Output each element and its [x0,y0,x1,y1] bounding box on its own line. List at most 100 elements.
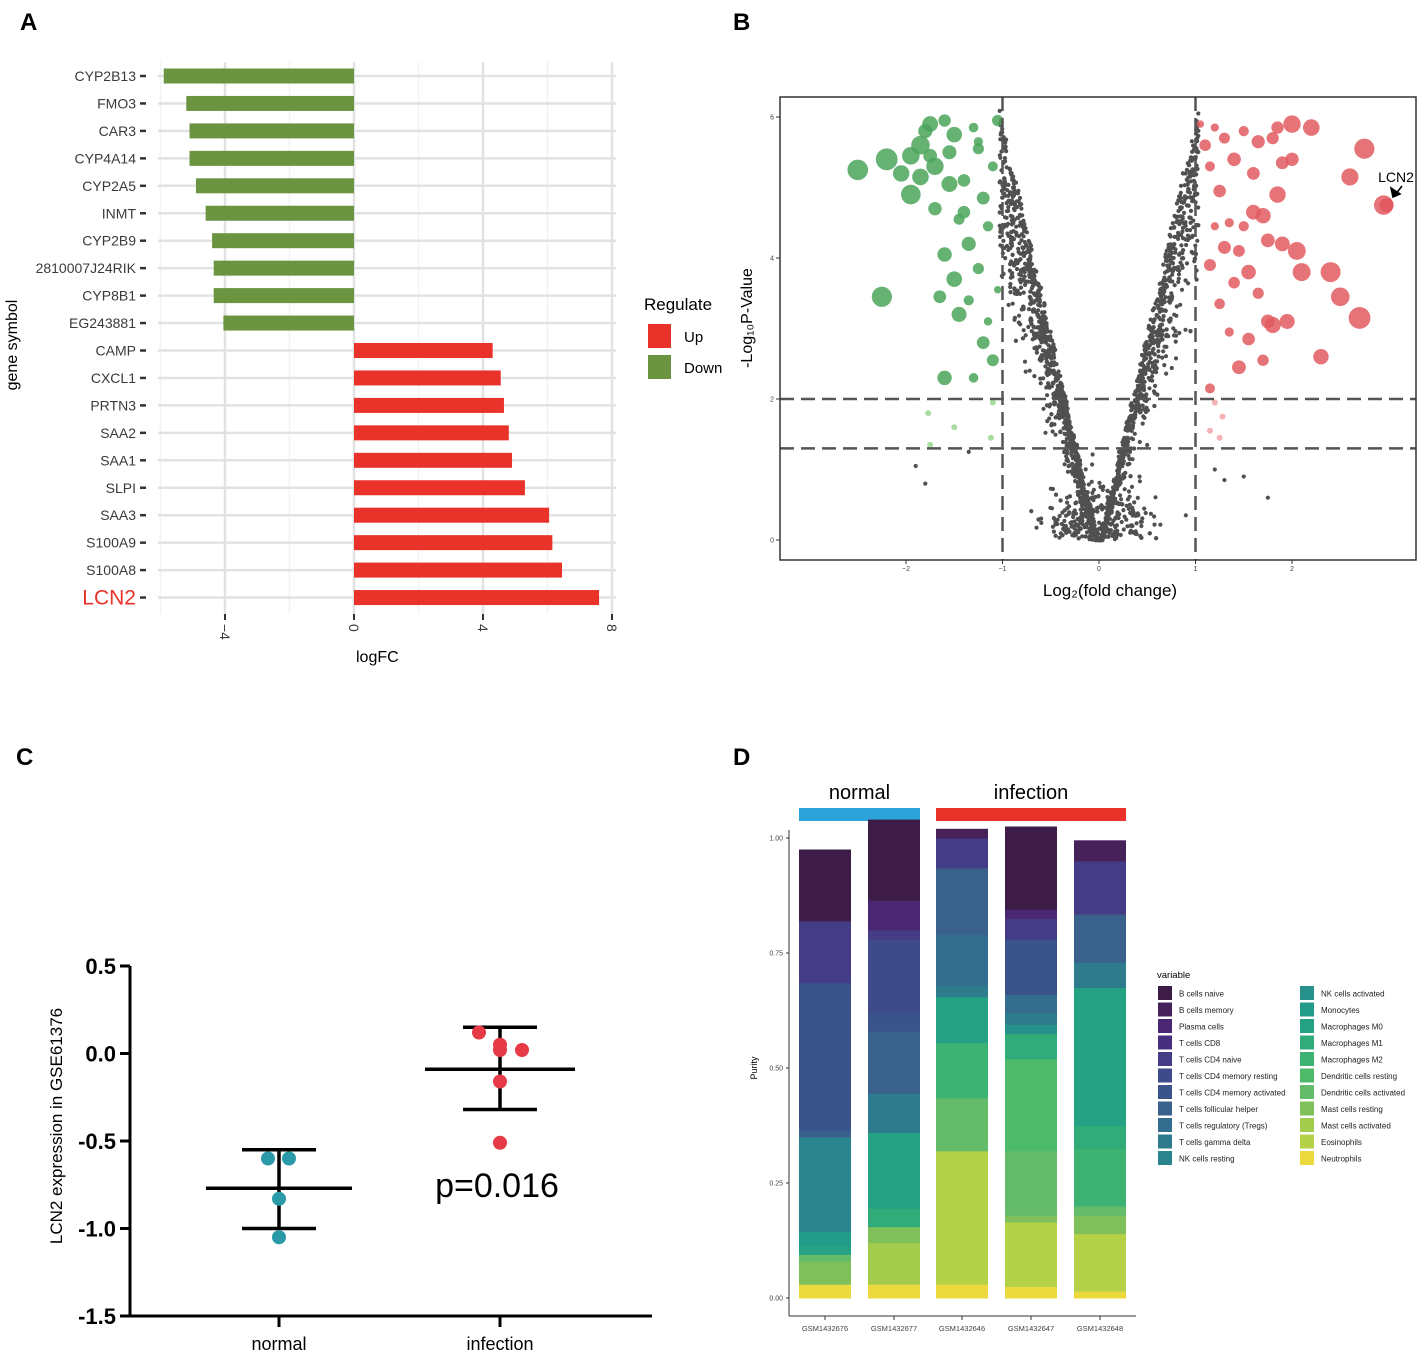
panel-b-point-ns [1163,354,1169,359]
panel-b-point-ns [1004,201,1009,206]
panel-b-point-ns [1027,368,1032,373]
panel-d-legend-swatch [1300,1151,1314,1165]
panel-b-point-ns [1060,439,1066,445]
panel-d-bar-segment [868,930,920,940]
panel-b-point-ns [1034,525,1039,530]
panel-d-bar-segment [868,1031,920,1094]
panel-b-point-ns [1008,284,1013,290]
panel-b-point-ns [1072,519,1077,524]
panel-b-point-ns [1057,513,1062,519]
panel-d-legend-label: T cells regulatory (Tregs) [1179,1122,1268,1131]
panel-b-point-down [901,184,921,205]
panel-b-point-ns [1147,343,1152,348]
panel-b-point-ns [1184,242,1189,248]
panel-b-point-ns [1190,199,1195,204]
panel-b-point-ns [1014,230,1019,236]
panel-c-p-value: p=0.016 [435,1167,559,1205]
panel-d-y-tick-label: 0.25 [769,1181,783,1188]
panel-b-point-ns [1188,329,1193,334]
panel-b-point-ns [1114,515,1119,520]
panel-b-point-ns [1155,359,1160,364]
panel-a-legend-swatch-down [648,355,671,379]
panel-c-x-tick-label: normal [251,1334,306,1354]
panel-b-point-ns [1241,474,1246,479]
panel-b-point-ns [1090,513,1095,518]
panel-b-point-ns [1196,111,1201,116]
panel-b-point-ns [1147,386,1152,391]
panel-b-point-up [1313,349,1329,365]
panel-a-gene-label: S100A9 [86,535,136,551]
panel-d-bar-segment [936,1097,988,1152]
panel-b-point-up [1217,240,1231,254]
panel-b-point-ns [1006,302,1011,307]
panel-b-point-ns [1123,470,1128,475]
panel-b-point-ns [1067,434,1072,439]
panel-b-point-ns [1191,143,1196,148]
panel-d-bar-segment [1005,1012,1057,1025]
panel-b-point-ns [1045,419,1050,424]
panel-c-y-tick-label: -1.0 [78,1217,116,1242]
panel-b-point-ns [1013,338,1019,343]
panel-b-point-ns [1189,139,1194,144]
panel-b-point-up [1204,383,1215,394]
panel-b-point-ns [1075,529,1080,534]
panel-b-point-ns [1163,278,1169,283]
panel-b-point-ns [1009,222,1014,227]
panel-b-point-ns [1187,228,1193,233]
panel-b-point-ns [1063,421,1068,426]
panel-c-y-axis-title: LCN2 expression in GSE61376 [47,1008,66,1244]
panel-b-point-ns [1135,383,1140,388]
panel-a-gene-label: CYP2A5 [82,178,136,194]
panel-d-bar-segment [936,1284,988,1299]
panel-b-point-ns [1166,263,1171,268]
panel-b-point-up [1203,259,1216,272]
panel-b-y-tick-label: 6 [770,115,774,122]
panel-b-point-ns [1144,392,1149,397]
panel-b-point-up [1214,298,1225,310]
panel-b-point-ns [923,481,928,486]
panel-b-point-ns [1056,413,1061,418]
panel-b-point-ns [1167,232,1172,237]
panel-b-point-ns [997,223,1002,228]
panel-b-point-ns [1034,347,1039,352]
panel-d-bar-segment [799,1245,851,1255]
panel-b-point-ns [1178,251,1183,256]
panel-b-point-ns [1132,431,1137,436]
panel-b-point-ns [1022,274,1027,279]
panel-d-bar-segment [1005,939,1057,995]
panel-b-point-up [1320,262,1341,283]
panel-b-point-ns [1135,513,1140,518]
panel-b-point-ns [1121,508,1126,513]
panel-d-legend-label: Monocytes [1321,1006,1360,1015]
panel-c-data-point [272,1191,286,1206]
panel-b-x-tick-label: 1 [1194,566,1198,573]
panel-a-x-tick-label: 4 [475,624,491,632]
panel-b-point-down [847,159,869,181]
panel-d-bar-segment [936,1150,988,1285]
panel-b-point-ns [1041,406,1046,411]
panel-b-point-ns [1126,506,1131,511]
panel-b-point-down [991,114,1004,127]
panel-b-point-ns [1019,206,1024,211]
panel-a-gene-label: CAR3 [99,123,137,139]
panel-b-point-ns [1042,331,1047,337]
panel-b-point-ns [1113,524,1118,529]
panel-b-point-ns [1062,462,1067,467]
panel-b-point-ns [1061,426,1066,431]
panel-b-point-ns [1030,274,1035,279]
panel-d-bar-segment [936,838,988,869]
panel-b-point-ns [1045,393,1050,398]
panel-b-point-ns [1164,284,1170,289]
panel-b-point-ns [1019,238,1024,243]
panel-b-point-ns [1057,535,1062,540]
panel-b-point-ns [1144,356,1149,361]
panel-b-point-ns [1160,302,1165,307]
panel-b-point-ns [1010,217,1015,222]
panel-d-bar-segment [868,1132,920,1209]
panel-a-legend-label-up: Up [684,329,703,346]
panel-b-point-up [1269,186,1286,203]
panel-b-point-ns [1141,407,1147,412]
panel-b-point-ns [1021,290,1026,295]
panel-c-data-point [282,1151,296,1166]
panel-d-bar-segment [936,867,988,936]
